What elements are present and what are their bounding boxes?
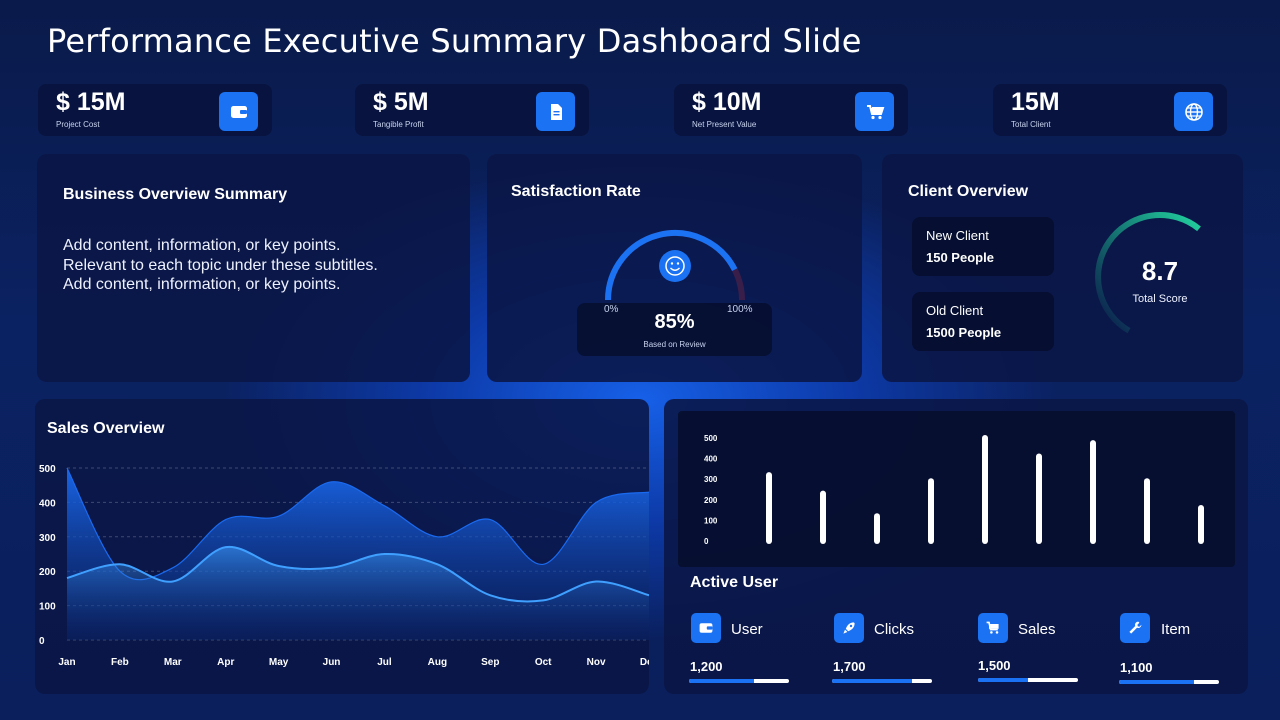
old-client-value: 1500 People (926, 325, 1002, 340)
series-line (66, 546, 649, 603)
active-user-progress (1119, 680, 1219, 684)
active-user-item-label: Sales (1018, 621, 1056, 638)
y-tick-label: 100 (704, 516, 718, 525)
x-tick-label: Jul (377, 657, 392, 668)
satisfaction-value: 85% (654, 311, 695, 333)
x-tick-label: Sep (481, 657, 499, 668)
business-overview-panel (37, 154, 470, 382)
total-score-label: Total Score (1132, 293, 1188, 305)
gauge-fill (605, 230, 738, 301)
globe-icon (1174, 92, 1213, 131)
kpi-tangible-profit: $ 5M Tangible Profit (355, 84, 589, 136)
old-client-card: Old Client 1500 People (912, 292, 1054, 351)
kpi-label: Project Cost (56, 120, 100, 129)
kpi-net-present-value: $ 10M Net Present Value (674, 84, 908, 136)
x-tick-label: Nov (587, 657, 606, 668)
wrench-icon (1120, 613, 1150, 643)
x-tick-label: Apr (217, 657, 234, 668)
active-user-item-value: 1,100 (1120, 660, 1153, 675)
satisfaction-note: Based on Review (643, 340, 706, 349)
business-overview-text: Add content, information, or key points.… (63, 236, 378, 295)
x-tick-label: Dec (640, 657, 649, 668)
satisfaction-readout: 85% Based on Review (577, 303, 772, 356)
active-user-item-value: 1,200 (690, 659, 723, 674)
y-tick-label: 100 (39, 602, 56, 613)
document-icon (536, 92, 575, 131)
active-user-item-label: User (731, 621, 763, 638)
smiley-icon (659, 250, 691, 282)
score-gauge (1095, 212, 1201, 334)
kpi-value: $ 5M (373, 88, 429, 116)
gauge-min-label: 0% (604, 304, 619, 315)
y-tick-label: 500 (39, 464, 56, 475)
text-line: Relevant to each topic under these subti… (63, 256, 378, 274)
active-user-progress (978, 678, 1078, 682)
x-tick-label: Aug (428, 657, 447, 668)
kpi-value: 15M (1011, 88, 1060, 116)
y-tick-label: 400 (39, 498, 56, 509)
slide-title: Performance Executive Summary Dashboard … (47, 22, 862, 60)
kpi-label: Tangible Profit (373, 120, 424, 129)
score-arc (1095, 212, 1201, 334)
cart-icon (978, 613, 1008, 643)
kpi-value: $ 15M (56, 88, 126, 116)
satisfaction-gauge (605, 230, 745, 301)
x-tick-label: Jun (323, 657, 341, 668)
active-user-progress (689, 679, 789, 683)
y-tick-label: 200 (39, 567, 56, 578)
sales-overview-title: Sales Overview (47, 420, 165, 437)
kpi-value: $ 10M (692, 88, 762, 116)
x-tick-label: Mar (164, 657, 182, 668)
active-user-progress (832, 679, 932, 683)
series-line (66, 467, 649, 581)
y-tick-label: 0 (39, 636, 45, 647)
sales-area-chart: 500 400 300 200 100 0 Jan Feb Mar Apr May Jun Jul Aug… (39, 464, 649, 668)
client-overview-title: Client Overview (908, 183, 1029, 200)
x-tick-label: May (269, 657, 289, 668)
text-line: Add content, information, or key points. (63, 237, 341, 254)
text-line: Add content, information, or key points. (63, 276, 341, 293)
y-tick-label: 200 (704, 496, 718, 505)
y-tick-label: 500 (704, 434, 718, 443)
kpi-label: Total Client (1011, 120, 1051, 129)
old-client-label: Old Client (926, 303, 984, 318)
y-tick-label: 0 (704, 537, 709, 546)
active-user-item-label: Item (1161, 621, 1191, 638)
y-tick-label: 400 (704, 455, 718, 464)
kpi-project-cost: $ 15M Project Cost (38, 84, 272, 136)
satisfaction-title: Satisfaction Rate (511, 183, 641, 200)
active-user-item-value: 1,700 (833, 659, 866, 674)
y-tick-label: 300 (704, 475, 718, 484)
cart-icon (855, 92, 894, 131)
x-tick-label: Oct (535, 657, 552, 668)
business-overview-title: Business Overview Summary (63, 186, 288, 203)
active-user-bar-chart: 500 400 300 200 100 0 (678, 411, 1235, 567)
x-tick-label: Feb (111, 657, 129, 668)
active-user-item-value: 1,500 (978, 658, 1011, 673)
kpi-label: Net Present Value (692, 120, 757, 129)
kpi-total-client: 15M Total Client (993, 84, 1227, 136)
active-user-item-label: Clicks (874, 621, 914, 638)
wallet-icon (219, 92, 258, 131)
wallet-icon (691, 613, 721, 643)
x-tick-label: Jan (58, 657, 75, 668)
new-client-label: New Client (926, 228, 989, 243)
rocket-icon (834, 613, 864, 643)
series-area (67, 546, 649, 640)
new-client-value: 150 People (926, 250, 994, 265)
active-user-title: Active User (690, 574, 779, 591)
total-score-value: 8.7 (1141, 256, 1179, 286)
gauge-max-label: 100% (727, 304, 753, 315)
y-tick-label: 300 (39, 533, 56, 544)
new-client-card: New Client 150 People (912, 217, 1054, 276)
